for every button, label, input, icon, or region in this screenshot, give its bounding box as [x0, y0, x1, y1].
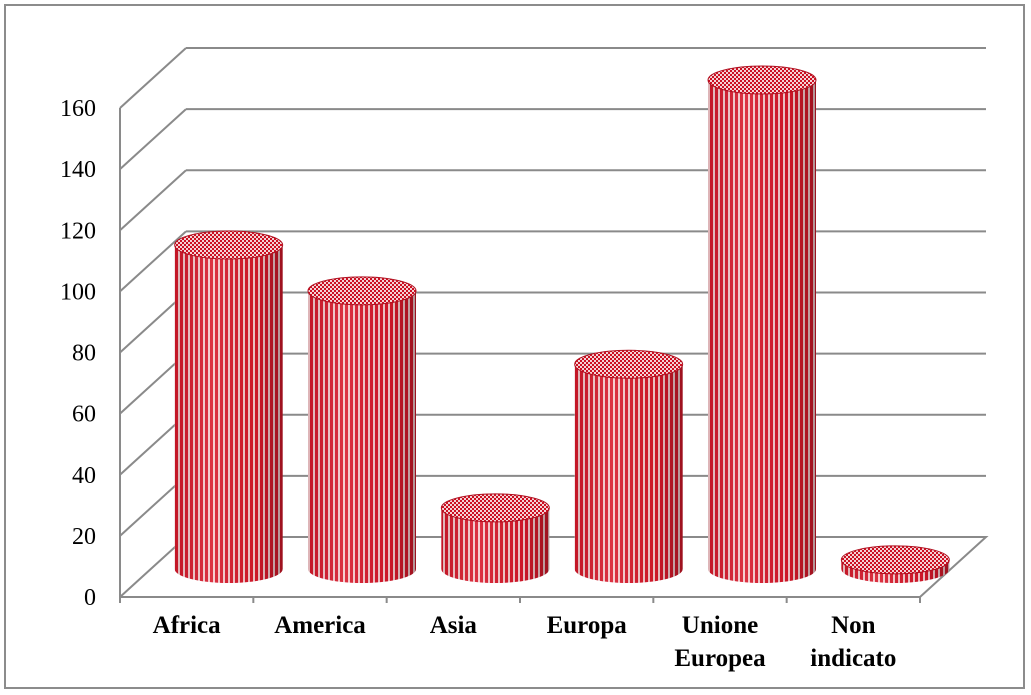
x-category-label: Europea [674, 645, 766, 672]
bar-shading [308, 290, 416, 583]
bar [174, 230, 284, 583]
bar [840, 545, 950, 583]
bar-top [440, 493, 550, 523]
y-tick-label: 140 [60, 157, 96, 183]
x-category-label: Non [831, 612, 876, 639]
x-category-label: Africa [153, 612, 222, 639]
bar-shading [441, 507, 550, 583]
gridline-side [119, 108, 187, 170]
x-category-label: Europa [547, 612, 628, 639]
x-category-label: indicato [810, 645, 896, 672]
bar [307, 276, 417, 583]
bar [440, 493, 550, 583]
gridline-side [119, 230, 187, 293]
x-category-label: America [274, 612, 366, 639]
bar-top [574, 349, 684, 379]
gridline-side [119, 169, 187, 231]
x-category-label: Asia [430, 612, 478, 639]
y-tick-label: 160 [60, 96, 96, 122]
bar-top [174, 230, 284, 260]
y-tick-label: 0 [84, 585, 96, 611]
bar [574, 349, 684, 584]
bar-top [840, 545, 950, 575]
bar-shading [574, 364, 683, 584]
bar [707, 65, 817, 583]
y-tick-label: 40 [72, 463, 96, 489]
y-tick-label: 80 [72, 341, 96, 367]
bar-top [307, 276, 417, 306]
x-category-label: Unione [682, 612, 758, 639]
gridline-side [119, 47, 187, 109]
bar-shading [708, 80, 816, 583]
y-tick-label: 100 [60, 279, 96, 305]
bar-top [707, 65, 817, 95]
y-tick-label: 60 [72, 402, 96, 428]
y-tick-label: 120 [60, 218, 96, 244]
bar-shading [174, 245, 283, 583]
y-tick-label: 20 [72, 524, 96, 550]
